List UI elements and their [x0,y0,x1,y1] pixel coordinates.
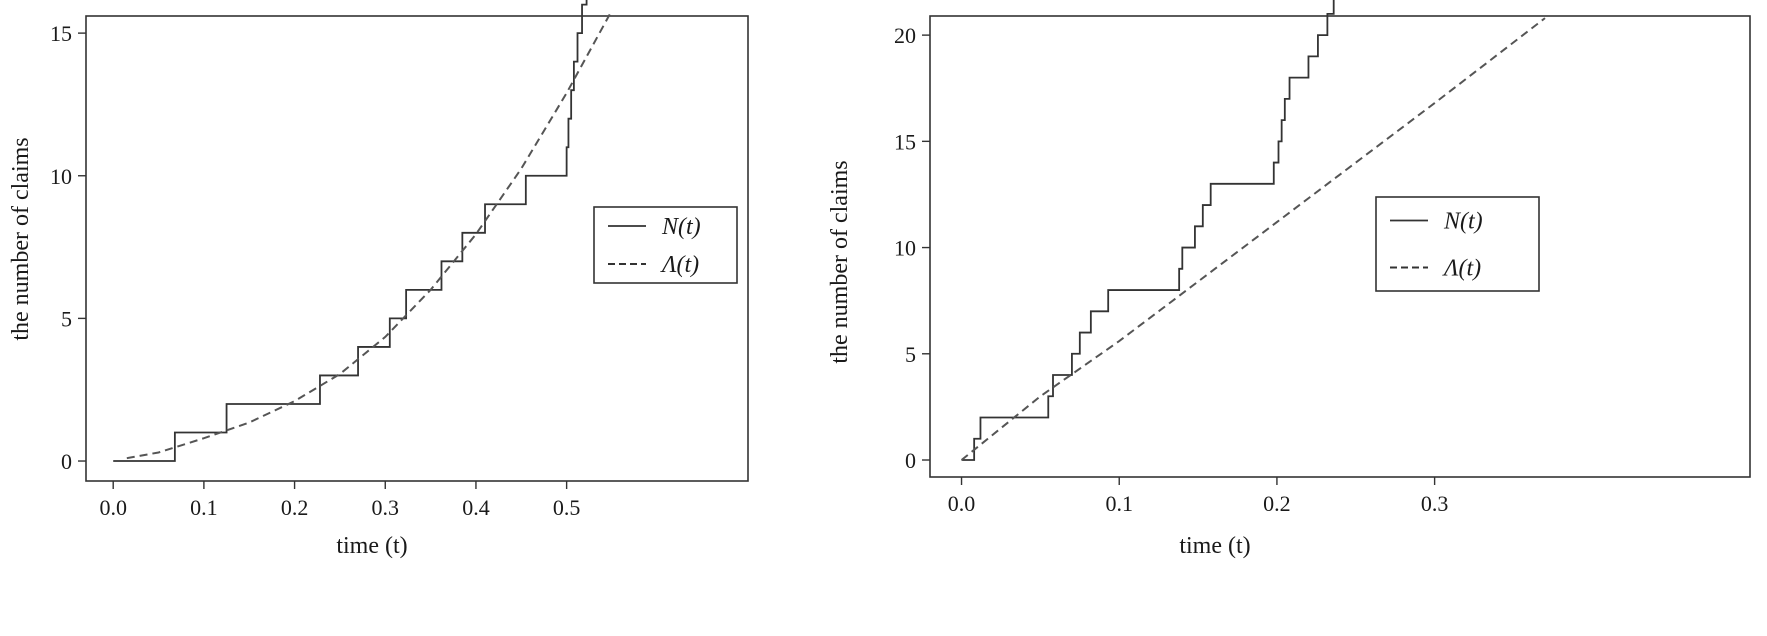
x-axis-title: time (t) [1179,533,1250,559]
legend: N(t) Λ(t) [1375,196,1540,292]
legend-label: N(t) [661,214,701,240]
legend-box [1375,196,1540,292]
y-tick-label: 20 [894,23,916,48]
chart-2: 0.0 0.1 0.2 0.3 0 5 10 15 20 time (t) the number o… [827,0,1751,559]
y-tick-label: 5 [905,342,916,367]
plot-frame [85,15,749,482]
y-axis-title: the number of claims [8,137,34,340]
legend: N(t) Λ(t) [593,206,738,284]
x-tick-label: 0.1 [1105,491,1133,516]
legend-label: N(t) [1443,209,1483,235]
x-tick-label: 0.2 [1263,491,1291,516]
x-tick-label: 0.1 [190,495,218,520]
series-n-line [113,0,588,462]
y-tick-label: 10 [50,164,72,189]
series-lambda-line [960,17,1546,461]
x-tick-label: 0.5 [553,495,581,520]
x-tick-label: 0.3 [372,495,400,520]
y-tick-label: 15 [50,21,72,46]
y-axis-title: the number of claims [827,160,853,363]
plot-frame [929,15,1751,478]
y-tick-label: 15 [894,129,916,154]
x-axis-title: time (t) [336,533,407,559]
y-tick-label: 5 [61,306,72,331]
x-tick-label: 0.4 [462,495,490,520]
x-tick-label: 0.0 [99,495,127,520]
legend-label: Λ(t) [660,252,699,278]
y-tick-label: 10 [894,236,916,261]
series-lambda-line [126,9,613,460]
chart-1: 0.0 0.1 0.2 0.3 0.4 0.5 0 5 10 15 time (t) the numb… [8,0,749,559]
legend-box [593,206,738,284]
x-tick-label: 0.0 [948,491,976,516]
y-tick-label: 0 [61,449,72,474]
legend-label: Λ(t) [1442,256,1481,282]
y-tick-label: 0 [905,448,916,473]
x-tick-label: 0.3 [1421,491,1449,516]
series-n-line [961,0,1335,461]
x-tick-label: 0.2 [281,495,309,520]
